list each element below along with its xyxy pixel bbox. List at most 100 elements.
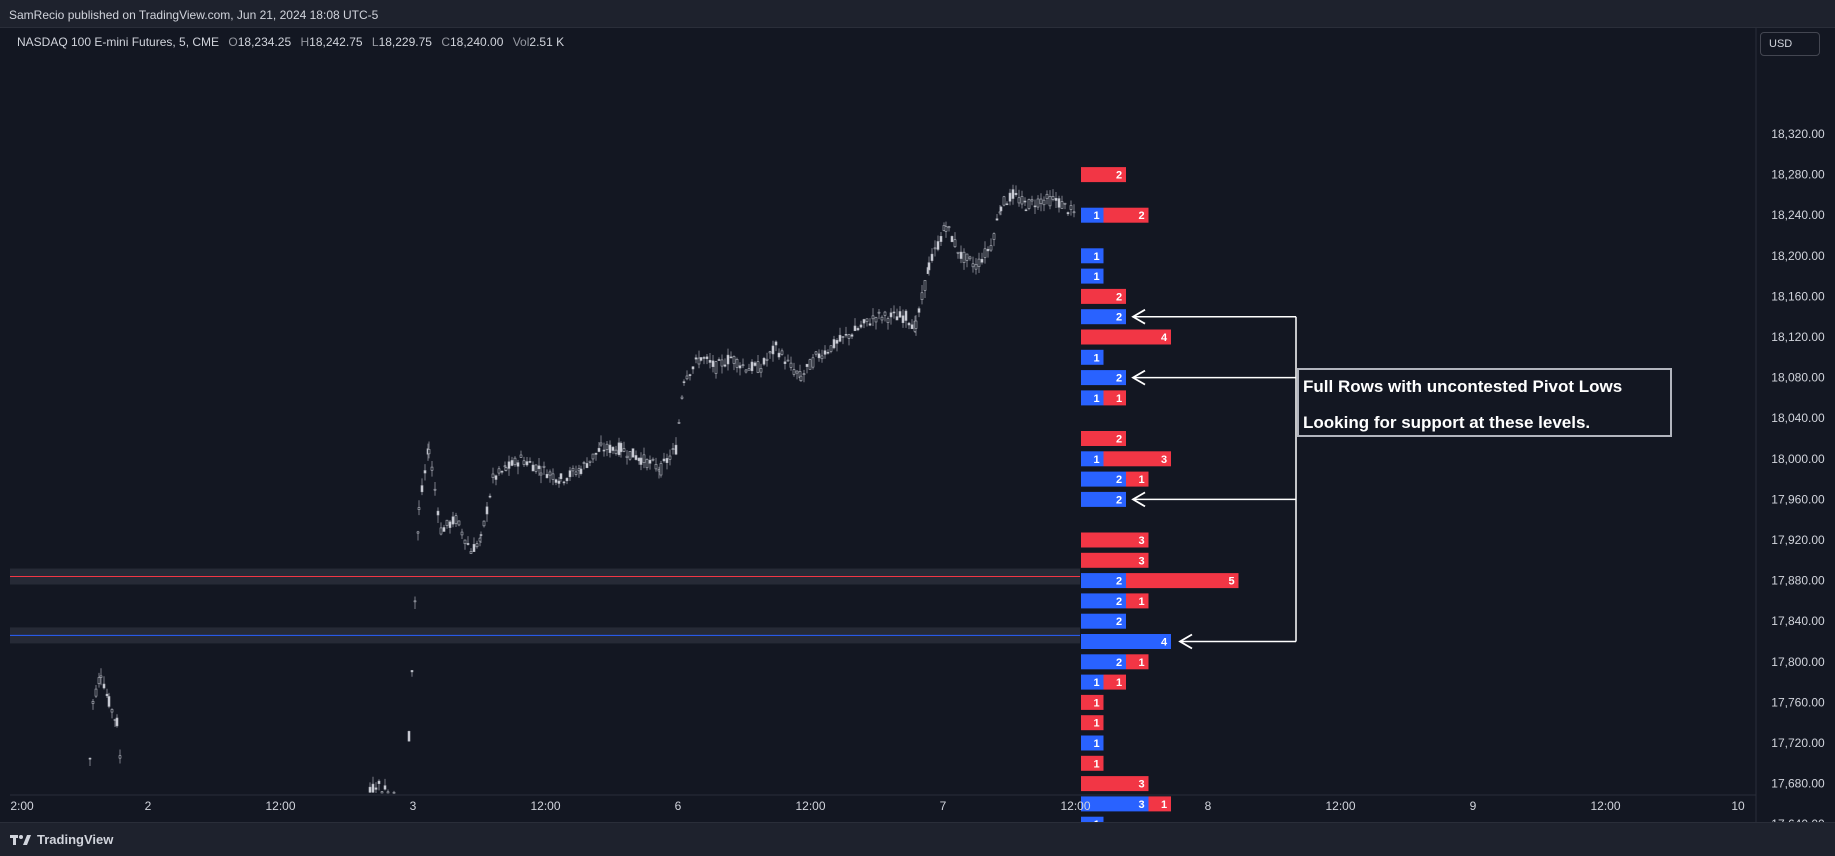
candle-body — [413, 600, 417, 603]
candle-body — [1033, 205, 1037, 208]
pivot-high-count: 1 — [1138, 596, 1144, 608]
candle-body — [950, 236, 954, 243]
candle-body — [783, 361, 787, 365]
candle-body — [497, 468, 501, 474]
candle-body — [545, 474, 549, 479]
symbol-legend: NASDAQ 100 E-mini Futures, 5, CME O18,23… — [17, 35, 564, 49]
price-axis: 18,320.00 18,280.00 18,240.00 18,200.00 18,1… — [1771, 127, 1825, 831]
pivot-low-count: 1 — [1093, 738, 1099, 750]
candle-body — [113, 719, 117, 721]
candle-body — [930, 253, 934, 261]
candle-body — [859, 324, 863, 328]
open-label: O — [228, 35, 238, 49]
candle-body — [568, 470, 572, 478]
candle-body — [448, 521, 452, 528]
pivot-low-count: 1 — [1093, 210, 1099, 222]
pivot-low-bar — [1081, 593, 1126, 609]
candle-body — [889, 312, 893, 318]
candle-body — [507, 461, 511, 469]
candle-body — [628, 451, 632, 460]
candle-body — [682, 381, 686, 383]
arrow-head-icon — [1131, 491, 1146, 508]
candle-body — [574, 471, 578, 475]
candle-body — [947, 226, 951, 229]
pivot-low-count: 1 — [1093, 352, 1099, 364]
pivot-high-count: 1 — [1138, 474, 1144, 486]
candle-body — [614, 449, 618, 454]
candle-body — [811, 357, 815, 368]
candle-body — [702, 357, 706, 359]
candle-body — [539, 472, 543, 476]
pivot-high-bar — [1081, 776, 1149, 792]
price-tick-label: 17,680.00 — [1771, 777, 1825, 791]
volume-label: Vol — [512, 35, 530, 49]
profile-row: 4 — [1081, 329, 1171, 345]
pivot-high-count: 3 — [1161, 454, 1167, 466]
pivot-high-count: 1 — [1093, 697, 1099, 709]
candle-body — [597, 447, 601, 452]
candle-body — [105, 693, 109, 697]
candle-body — [971, 263, 975, 268]
time-tick-label: 12:00 — [265, 799, 295, 813]
pivot-low-bar — [1081, 309, 1126, 325]
candle-body — [741, 364, 745, 367]
candle-body — [820, 355, 824, 360]
candle-body — [1005, 203, 1009, 206]
candle-body — [962, 251, 966, 263]
candle-body — [750, 361, 754, 372]
pivot-high-count: 1 — [1116, 393, 1122, 405]
candle-body — [469, 551, 473, 554]
price-tick-label: 17,960.00 — [1771, 492, 1825, 506]
arrow-head-icon — [1131, 369, 1146, 386]
profile-row: 1 — [1081, 694, 1104, 710]
candle-body — [768, 351, 772, 354]
candle-body — [671, 448, 675, 450]
pivot-high-bar — [1103, 390, 1126, 406]
candle-body — [805, 363, 809, 367]
pivot-high-bar — [1081, 532, 1149, 548]
pivot-low-count: 4 — [1161, 637, 1168, 649]
candle-body — [386, 791, 390, 794]
candle-body — [562, 481, 566, 484]
candle-body — [423, 470, 427, 474]
candle-body — [735, 358, 739, 368]
price-tick-label: 17,920.00 — [1771, 533, 1825, 547]
pivot-high-bar — [1081, 288, 1126, 304]
candle-body — [799, 375, 803, 381]
pivot-low-bar — [1081, 248, 1104, 264]
pivot-low-bar — [1081, 796, 1149, 812]
candle-body — [599, 442, 603, 446]
pivot-high-count: 1 — [1093, 758, 1099, 770]
currency-button[interactable]: USD — [1760, 32, 1820, 56]
pivot-low-count: 2 — [1116, 494, 1122, 506]
profile-row: 1 — [1081, 755, 1104, 771]
candle-body — [585, 463, 589, 468]
publish-header: SamRecio published on TradingView.com, J… — [0, 0, 1835, 28]
annotation-box[interactable]: Full Rows with uncontested Pivot Lows Lo… — [1297, 368, 1672, 437]
pivot-high-bar — [1081, 431, 1126, 446]
candle-body — [817, 353, 821, 359]
candle-body — [648, 459, 652, 464]
candle-body — [407, 731, 411, 742]
candle-body — [645, 459, 649, 469]
candle-body — [1030, 199, 1034, 202]
time-tick-label: 6 — [675, 799, 682, 813]
pivot-low-bar — [1081, 491, 1126, 507]
close-label: C — [441, 35, 450, 49]
profile-row: 2 — [1081, 491, 1126, 507]
candle-body — [602, 449, 606, 452]
candle-body — [1008, 192, 1012, 202]
candle-body — [1045, 193, 1049, 199]
candle-body — [697, 357, 701, 365]
profile-row: 2 — [1081, 167, 1126, 183]
candle-body — [445, 519, 449, 526]
candle-body — [557, 480, 561, 484]
arrow-head-icon — [1178, 633, 1193, 650]
tradingview-brand[interactable]: TradingView — [10, 832, 113, 847]
candle-body — [91, 701, 95, 704]
candle-body — [874, 317, 878, 323]
high-label: H — [300, 35, 310, 49]
